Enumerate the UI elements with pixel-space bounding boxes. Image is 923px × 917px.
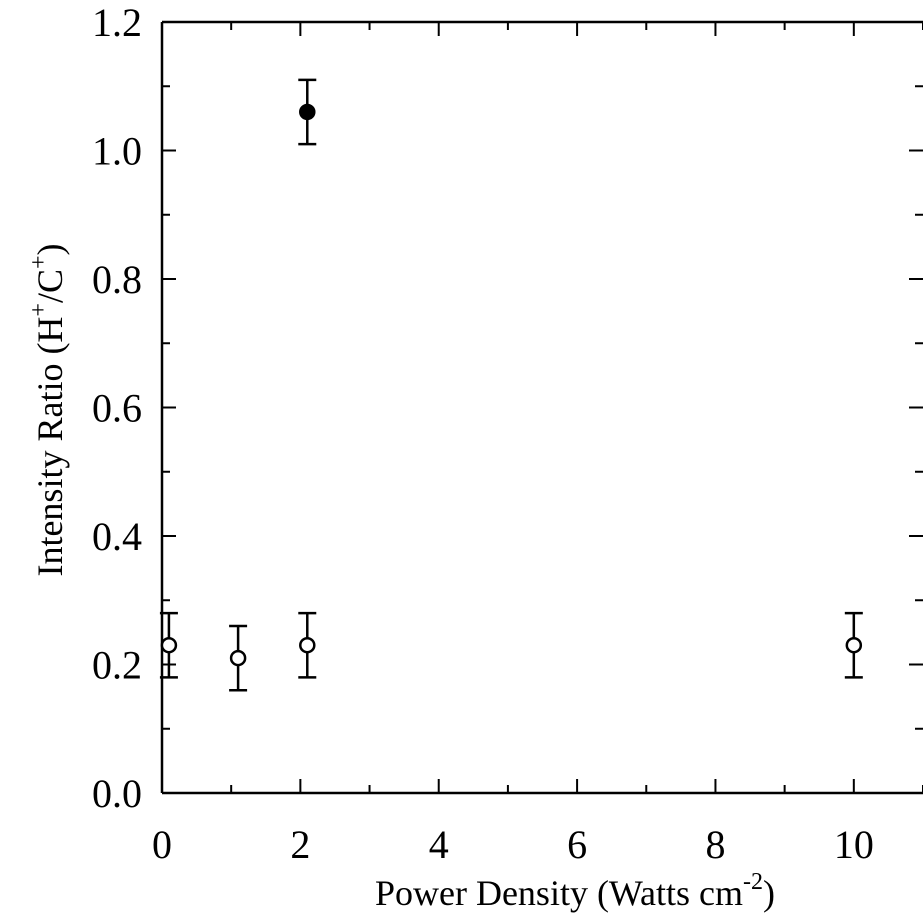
data-points (159, 78, 863, 692)
x-tick-label: 0 (152, 822, 172, 867)
x-tick-label: 4 (429, 822, 449, 867)
axes (160, 20, 923, 795)
open-data-point (298, 611, 317, 679)
open-data-point (844, 611, 863, 679)
y-tick-label: 0.8 (92, 257, 142, 302)
y-tick-label: 0.4 (92, 514, 142, 559)
y-ticks: 0.0 0.2 0.4 0.6 0.8 1.0 1.2 (92, 0, 923, 816)
y-axis-label: Intensity Ratio (H+/C+) (26, 243, 70, 576)
x-tick-label: 6 (567, 822, 587, 867)
y-tick-label: 0.2 (92, 643, 142, 688)
open-data-point (159, 611, 178, 679)
marker (229, 649, 247, 667)
y-tick-label: 1.0 (92, 129, 142, 174)
marker (845, 636, 863, 654)
x-tick-label: 2 (290, 822, 310, 867)
marker (160, 636, 178, 654)
y-tick-label: 0.6 (92, 386, 142, 431)
marker (299, 103, 316, 121)
open-data-point (229, 624, 248, 692)
x-axis-label: Power Density (Watts cm-2) (375, 869, 775, 913)
marker (299, 636, 316, 654)
x-ticks: 0 2 4 6 8 10 (152, 22, 923, 867)
filled-data-point (298, 78, 317, 146)
y-tick-label: 0.0 (92, 771, 142, 816)
y-tick-label: 1.2 (92, 0, 142, 45)
x-tick-label: 8 (705, 822, 725, 867)
x-tick-label: 10 (834, 822, 874, 867)
